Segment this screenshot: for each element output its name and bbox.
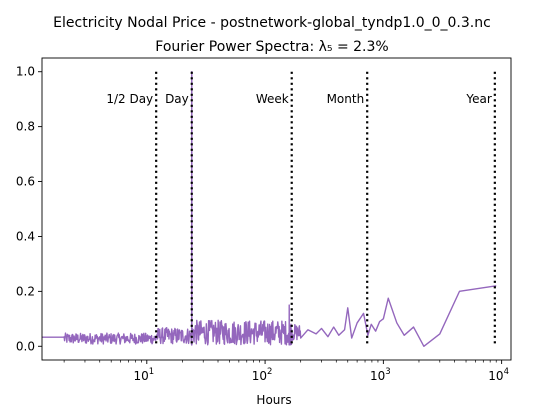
y-tick-label-0: 0.0 xyxy=(16,339,35,353)
y-axis: 0.0 0.2 0.4 0.6 0.8 1.0 xyxy=(16,65,42,353)
marker-label-3: Month xyxy=(327,92,365,106)
x-tick-label-0: 101 xyxy=(133,367,154,383)
x-tick-label-2: 103 xyxy=(370,367,391,383)
marker-label-2: Week xyxy=(256,92,289,106)
x-axis-label: Hours xyxy=(256,393,291,407)
y-tick-label-4: 0.8 xyxy=(16,120,35,134)
marker-label-0: 1/2 Day xyxy=(106,92,153,106)
y-tick-label-5: 1.0 xyxy=(16,65,35,79)
series-line-0 xyxy=(42,71,497,347)
y-tick-label-2: 0.4 xyxy=(16,229,35,243)
x-tick-label-1: 102 xyxy=(252,367,273,383)
y-tick-label-1: 0.2 xyxy=(16,284,35,298)
plot-area: 1/2 Day Day Week Month Year xyxy=(42,71,497,347)
chart-title: Fourier Power Spectra: λ₅ = 2.3% xyxy=(155,39,388,55)
y-tick-label-3: 0.6 xyxy=(16,175,35,189)
chart-suptitle: Electricity Nodal Price - postnetwork-gl… xyxy=(53,15,491,31)
plot-frame xyxy=(41,57,512,361)
marker-label-4: Year xyxy=(465,92,491,106)
x-tick-label-3: 104 xyxy=(488,367,509,383)
marker-label-1: Day xyxy=(165,92,189,106)
x-axis: 101 102 103 104 xyxy=(63,360,509,383)
